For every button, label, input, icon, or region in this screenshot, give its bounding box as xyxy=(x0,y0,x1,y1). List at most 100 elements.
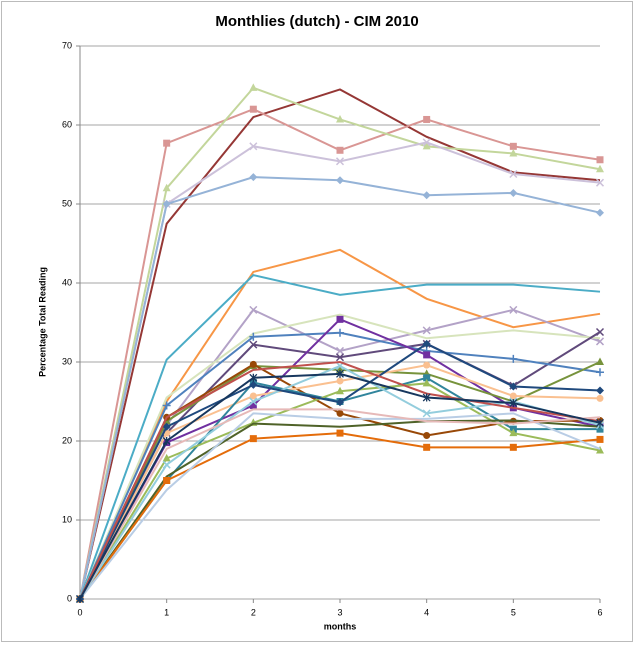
point-marker xyxy=(249,305,258,314)
chart-title: Monthlies (dutch) - CIM 2010 xyxy=(215,13,418,30)
x-tick-label: 5 xyxy=(511,607,516,617)
point-marker xyxy=(162,401,171,410)
point-marker xyxy=(422,326,431,335)
point-marker xyxy=(162,200,171,208)
point-marker xyxy=(249,142,258,151)
y-tick-label: 10 xyxy=(62,514,72,524)
point-marker xyxy=(76,595,84,603)
point-marker xyxy=(335,353,345,362)
point-marker xyxy=(162,437,171,445)
point-marker xyxy=(336,328,344,337)
point-marker xyxy=(509,188,518,197)
point-marker xyxy=(509,148,518,157)
point-marker xyxy=(249,397,258,406)
point-marker xyxy=(249,435,257,443)
point-marker xyxy=(249,332,258,341)
point-marker xyxy=(595,327,605,337)
point-marker xyxy=(336,315,344,323)
point-marker xyxy=(423,431,431,439)
point-marker xyxy=(509,305,518,314)
point-marker xyxy=(335,157,345,166)
series-line xyxy=(79,360,601,600)
point-marker xyxy=(249,340,258,349)
point-marker xyxy=(335,346,345,355)
y-tick-label: 50 xyxy=(62,198,72,208)
point-marker xyxy=(163,139,171,147)
point-marker xyxy=(596,368,604,377)
series-line xyxy=(79,88,601,600)
point-marker xyxy=(336,369,344,378)
point-marker xyxy=(596,156,604,164)
point-marker xyxy=(162,460,171,469)
point-marker xyxy=(509,428,518,437)
point-marker xyxy=(162,183,171,192)
point-marker xyxy=(596,164,604,173)
y-tick-label: 40 xyxy=(62,277,72,287)
point-marker xyxy=(336,114,344,123)
point-marker xyxy=(596,425,604,433)
y-tick-label: 0 xyxy=(67,593,72,603)
series-line xyxy=(79,274,601,600)
series-line xyxy=(79,408,601,600)
point-marker xyxy=(249,392,257,400)
point-marker xyxy=(336,377,344,385)
point-marker xyxy=(423,443,431,451)
point-marker xyxy=(422,191,431,200)
y-axis-label: Percentage Total Reading xyxy=(37,267,47,377)
point-marker xyxy=(422,339,431,348)
point-marker xyxy=(423,351,431,359)
point-marker xyxy=(422,409,431,418)
point-marker xyxy=(249,173,258,182)
x-tick-label: 3 xyxy=(337,607,342,617)
x-tick-label: 6 xyxy=(597,607,602,617)
point-marker xyxy=(596,418,604,427)
y-tick-label: 30 xyxy=(62,356,72,366)
y-tick-label: 60 xyxy=(62,119,72,129)
point-marker xyxy=(509,169,518,179)
point-marker xyxy=(336,429,344,437)
point-marker xyxy=(336,398,344,407)
point-marker xyxy=(163,477,171,484)
point-marker xyxy=(509,142,517,150)
x-tick-label: 0 xyxy=(77,607,82,617)
point-marker xyxy=(509,354,518,363)
series-line xyxy=(79,313,601,600)
point-marker xyxy=(162,453,171,462)
point-marker xyxy=(422,138,431,147)
point-marker xyxy=(595,178,605,187)
point-marker xyxy=(596,394,604,402)
point-marker xyxy=(596,357,604,365)
point-marker xyxy=(422,393,431,402)
point-marker xyxy=(596,208,604,217)
point-marker xyxy=(336,409,344,417)
point-marker xyxy=(596,435,604,443)
point-marker xyxy=(249,373,258,382)
point-marker xyxy=(596,445,604,454)
x-tick-label: 1 xyxy=(164,607,169,617)
point-marker xyxy=(509,443,517,451)
series-line xyxy=(79,419,601,600)
point-marker xyxy=(249,401,257,409)
point-marker xyxy=(249,380,258,389)
x-tick-label: 2 xyxy=(251,607,256,617)
point-marker xyxy=(249,360,257,368)
point-marker xyxy=(423,361,431,369)
point-marker xyxy=(595,337,605,346)
point-marker xyxy=(509,392,517,400)
point-marker xyxy=(336,146,344,154)
point-marker xyxy=(509,399,518,408)
point-marker xyxy=(423,115,431,123)
point-marker xyxy=(249,105,257,113)
point-marker xyxy=(596,386,604,395)
point-marker xyxy=(336,176,344,185)
point-marker xyxy=(422,141,431,150)
point-marker xyxy=(509,382,518,391)
y-tick-label: 20 xyxy=(62,435,72,445)
point-marker xyxy=(423,374,431,382)
series-line xyxy=(79,412,601,600)
point-marker xyxy=(249,83,258,91)
x-axis-label: months xyxy=(324,621,357,631)
point-marker xyxy=(336,386,344,395)
